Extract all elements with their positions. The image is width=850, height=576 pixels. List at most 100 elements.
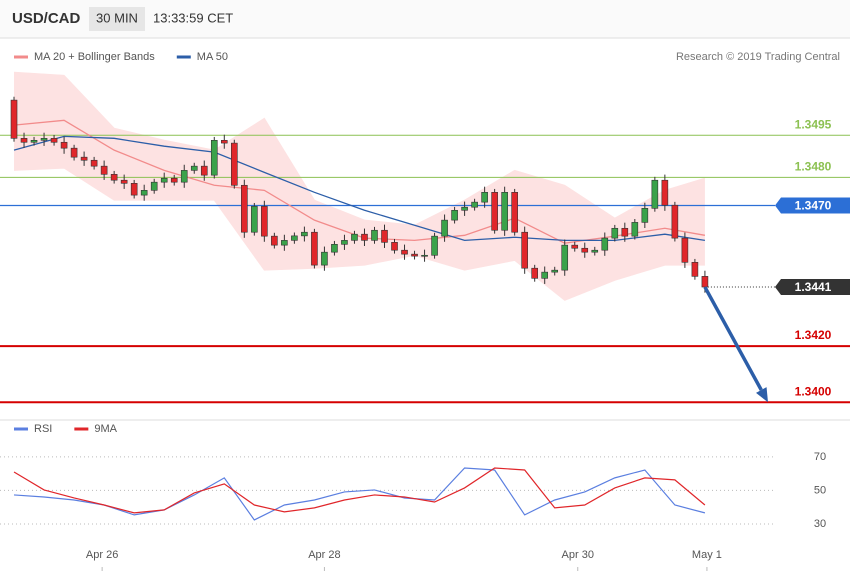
candle-body: [561, 244, 569, 271]
candle-body: [551, 269, 559, 273]
candle-body: [70, 147, 78, 158]
candle-body: [691, 261, 699, 277]
y-tick-label: 30: [814, 518, 826, 530]
candle-body: [571, 244, 579, 249]
candle-body: [611, 227, 619, 239]
candle-body: [511, 192, 518, 233]
credit: Research © 2019 Trading Central: [676, 51, 840, 63]
candle-body: [220, 139, 228, 144]
band-fill: [14, 72, 705, 301]
indicator-line: [13, 467, 706, 521]
legend-label: 9MA: [94, 423, 117, 435]
x-tick-label: Apr 26: [86, 549, 118, 561]
candle-body: [50, 138, 58, 143]
x-tick-label: May 1: [692, 549, 722, 561]
y-tick-label: 50: [814, 484, 826, 496]
candle-body: [160, 177, 168, 183]
candle-body: [341, 240, 348, 245]
candle-body: [130, 183, 138, 196]
candle-body: [391, 242, 398, 251]
candle-body: [80, 156, 88, 161]
candle-body: [241, 184, 248, 233]
level-label: 1.3441: [795, 280, 832, 294]
candle-body: [170, 177, 178, 183]
projection-arrowhead: [756, 387, 768, 403]
candle-body: [491, 192, 498, 231]
candle-body: [601, 237, 609, 251]
candle-body: [100, 165, 108, 175]
candle-body: [90, 159, 98, 167]
legend-label: MA 50: [197, 51, 228, 63]
level-label: 1.3470: [795, 199, 832, 213]
candle-body: [291, 235, 298, 241]
candle-body: [301, 231, 308, 237]
candle-body: [231, 142, 238, 186]
candle-body: [621, 227, 629, 237]
candle-body: [281, 240, 288, 246]
y-tick-label: 70: [814, 451, 826, 463]
candle-body: [461, 206, 468, 211]
candle-body: [10, 99, 18, 139]
candle-body: [180, 170, 188, 183]
candle-body: [451, 209, 458, 221]
candle-body: [441, 219, 448, 237]
level-label-box: [775, 279, 850, 296]
candle-body: [591, 249, 599, 253]
level-label: 1.3420: [795, 328, 832, 342]
candle-body: [311, 231, 318, 266]
candle-body: [110, 174, 118, 181]
legend-label: RSI: [34, 423, 52, 435]
candle-body: [431, 235, 438, 256]
interval-box: [89, 7, 145, 31]
candle-body: [20, 138, 28, 143]
candle-body: [531, 267, 538, 279]
candle-body: [701, 276, 709, 288]
candle-body: [471, 201, 478, 208]
ma-line: [13, 135, 706, 242]
candle-body: [140, 190, 148, 196]
candle-body: [371, 229, 378, 241]
candle-body: [381, 229, 388, 243]
level-label: 1.3495: [795, 117, 832, 131]
legend-label: MA 20 + Bollinger Bands: [34, 51, 155, 63]
candle-body: [641, 208, 649, 223]
candle-body: [671, 204, 679, 239]
candle-body: [361, 233, 368, 241]
candle-body: [581, 247, 589, 253]
candle-body: [661, 179, 669, 206]
candle-body: [200, 165, 208, 176]
band-edge: [13, 71, 706, 226]
candle-body: [351, 233, 358, 241]
candle-body: [681, 237, 689, 263]
candle-body: [40, 138, 48, 141]
symbol: USD/CAD: [12, 10, 81, 27]
candle-body: [421, 254, 428, 257]
time: 13:33:59 CET: [153, 10, 233, 25]
candle-body: [401, 249, 408, 255]
x-tick-label: Apr 28: [308, 549, 340, 561]
candle-body: [321, 251, 328, 266]
candle-body: [190, 165, 198, 171]
band-edge: [13, 167, 705, 301]
x-tick-label: Apr 30: [562, 549, 594, 561]
candle-body: [251, 206, 258, 233]
candle-body: [210, 139, 218, 176]
candle-body: [541, 271, 549, 279]
candle-body: [651, 179, 659, 209]
candle-body: [120, 179, 128, 184]
indicator-line: [13, 467, 706, 514]
candle-body: [331, 244, 338, 253]
candle-body: [501, 192, 508, 231]
candle-body: [150, 181, 158, 191]
projection-arrow: [703, 286, 763, 391]
level-label-box: [775, 197, 850, 214]
candle-body: [481, 192, 488, 203]
candle-body: [411, 253, 418, 257]
level-label: 1.3480: [795, 160, 832, 174]
level-label: 1.3400: [795, 384, 832, 398]
candle-body: [261, 206, 268, 237]
candle-body: [60, 141, 68, 149]
candle-body: [521, 231, 528, 269]
interval: 30 MIN: [96, 10, 138, 25]
